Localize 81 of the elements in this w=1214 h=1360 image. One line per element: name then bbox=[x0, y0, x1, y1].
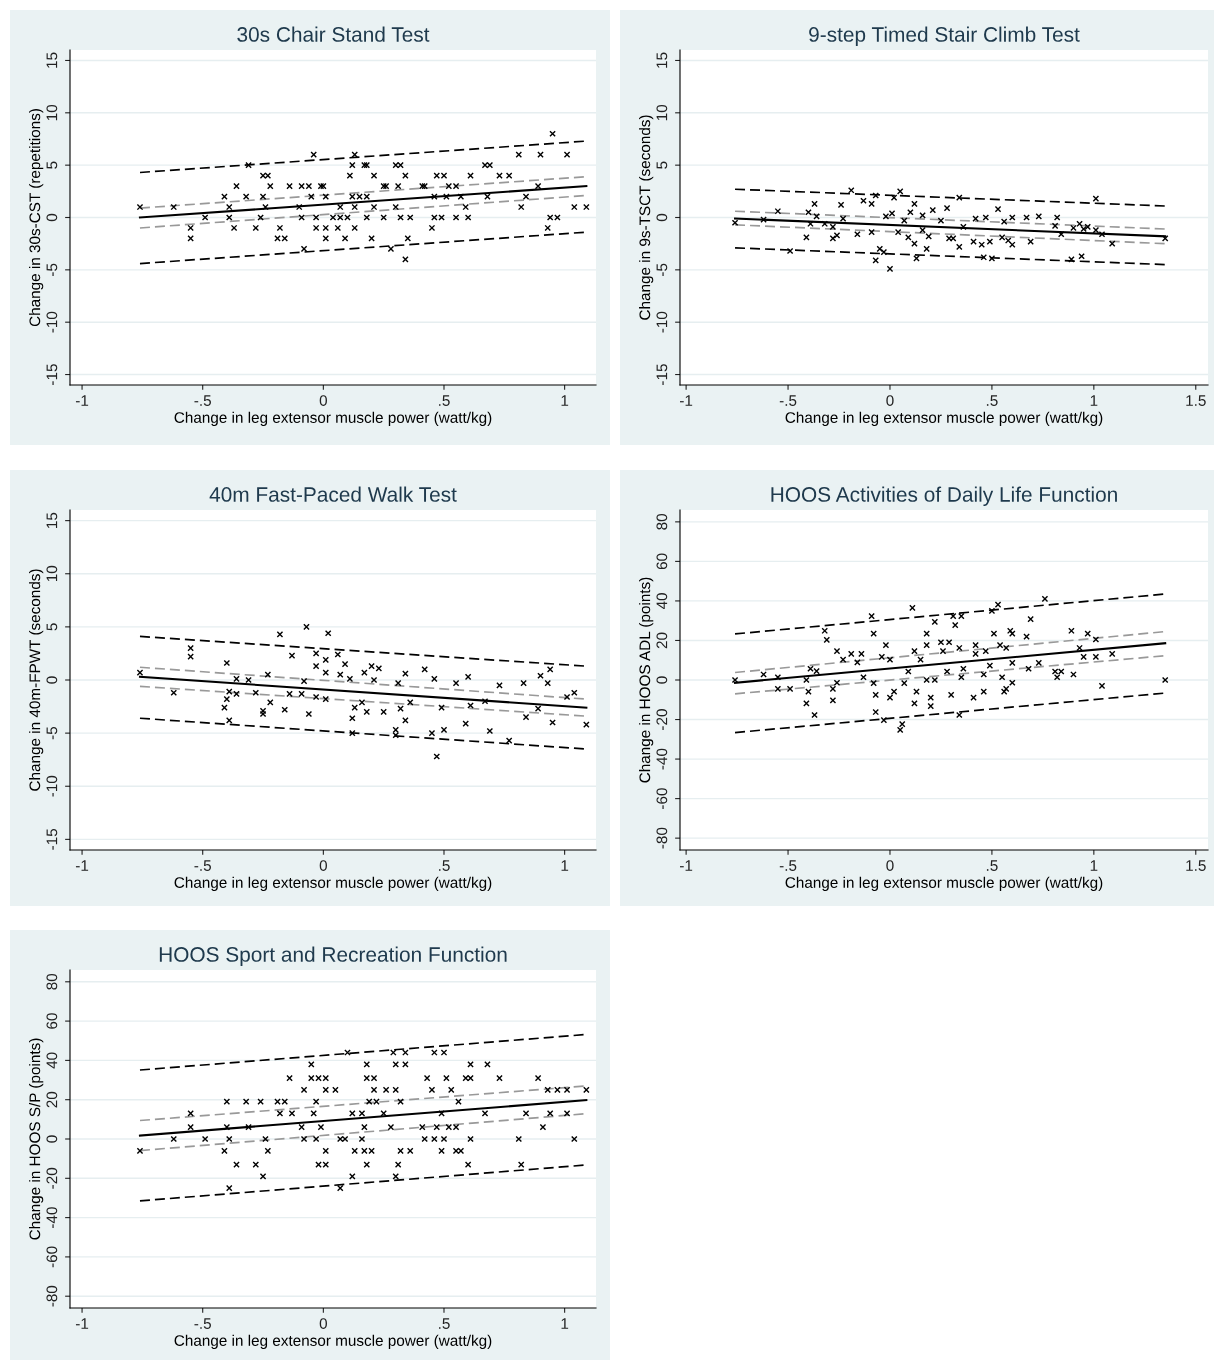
y-tick-label: 0 bbox=[46, 213, 58, 222]
x-tick-label: .5 bbox=[986, 395, 998, 406]
x-axis-title: Change in leg extensor muscle power (watt/kg) bbox=[174, 411, 492, 426]
y-tick-label: 5 bbox=[656, 161, 668, 169]
y-tick-label: -20 bbox=[656, 709, 668, 730]
y-tick-label: -80 bbox=[46, 1285, 58, 1307]
y-axis-title: Change in HOOS ADL (points) bbox=[639, 577, 654, 783]
y-tick-label: -60 bbox=[656, 788, 668, 809]
y-tick-label: -10 bbox=[46, 775, 58, 797]
y-tick-label: 80 bbox=[656, 513, 668, 530]
y-axis-title: Change in 9s-TSCT (seconds) bbox=[639, 115, 654, 320]
x-tick-label: 1 bbox=[561, 395, 569, 406]
x-tick-label: -.5 bbox=[779, 395, 797, 406]
y-tick-label: -5 bbox=[656, 263, 668, 276]
y-tick-label: 15 bbox=[46, 512, 58, 528]
y-tick-label: 10 bbox=[46, 104, 58, 121]
y-tick-label: 15 bbox=[656, 52, 668, 68]
y-tick-label: 80 bbox=[46, 973, 58, 990]
x-tick-label: .5 bbox=[986, 860, 998, 871]
x-tick-label: .5 bbox=[439, 860, 450, 871]
x-tick-label: 0 bbox=[319, 395, 327, 406]
y-tick-label: 5 bbox=[46, 161, 58, 169]
y-axis-title: Change in 40m-FPWT (seconds) bbox=[29, 569, 44, 791]
x-tick-label: -.5 bbox=[194, 860, 211, 871]
x-tick-label: .5 bbox=[439, 395, 450, 406]
y-tick-label: -80 bbox=[656, 827, 668, 849]
y-tick-label: -10 bbox=[656, 311, 668, 333]
x-tick-label: 1 bbox=[1090, 860, 1098, 871]
y-tick-label: -15 bbox=[46, 364, 58, 385]
x-tick-label: 1 bbox=[561, 860, 569, 871]
y-tick-label: -15 bbox=[46, 828, 58, 850]
y-tick-label: -20 bbox=[46, 1167, 58, 1189]
chart-title: 40m Fast-Paced Walk Test bbox=[209, 486, 457, 502]
y-tick-label: 10 bbox=[46, 565, 58, 582]
x-tick-label: -.5 bbox=[779, 860, 797, 871]
x-tick-label: 0 bbox=[886, 395, 894, 406]
x-tick-label: -1 bbox=[680, 860, 693, 871]
y-tick-label: -40 bbox=[656, 748, 668, 770]
x-tick-label: -1 bbox=[75, 395, 89, 406]
y-axis-title: Change in 30s-CST (repetitions) bbox=[29, 109, 44, 327]
y-tick-label: 0 bbox=[656, 213, 668, 222]
chart-title: 9-step Timed Stair Climb Test bbox=[809, 26, 1080, 46]
x-tick-label: -1 bbox=[680, 395, 693, 406]
x-tick-label: -1 bbox=[75, 860, 89, 871]
x-tick-label: 1 bbox=[1090, 395, 1098, 406]
y-tick-label: 60 bbox=[46, 1013, 58, 1029]
y-axis-title: Change in HOOS S/P (points) bbox=[29, 1038, 44, 1240]
y-tick-label: 0 bbox=[656, 676, 668, 684]
y-tick-label: -15 bbox=[656, 364, 668, 385]
y-tick-label: -60 bbox=[46, 1246, 58, 1268]
x-axis-title: Change in leg extensor muscle power (watt/kg) bbox=[174, 876, 492, 891]
x-axis-title: Change in leg extensor muscle power (watt/kg) bbox=[785, 876, 1103, 891]
chart-title: 30s Chair Stand Test bbox=[237, 26, 430, 42]
x-tick-label: 1.5 bbox=[1186, 395, 1206, 406]
chart-title: HOOS Activities of Daily Life Function bbox=[771, 486, 1117, 506]
x-tick-label: 0 bbox=[886, 860, 894, 871]
y-tick-label: 20 bbox=[46, 1091, 58, 1108]
y-tick-label: -10 bbox=[46, 311, 58, 333]
y-tick-label: 40 bbox=[656, 593, 668, 610]
x-tick-label: 0 bbox=[319, 1318, 327, 1329]
y-tick-label: 0 bbox=[46, 676, 58, 684]
y-tick-label: -5 bbox=[46, 263, 58, 276]
x-axis-title: Change in leg extensor muscle power (watt/kg) bbox=[785, 411, 1103, 426]
x-tick-label: 1 bbox=[561, 1318, 569, 1329]
y-tick-label: 0 bbox=[46, 1135, 58, 1143]
y-tick-label: -5 bbox=[46, 726, 58, 740]
x-tick-label: 1.5 bbox=[1186, 860, 1206, 871]
y-tick-label: -40 bbox=[46, 1207, 58, 1228]
x-tick-label: -1 bbox=[75, 1318, 89, 1329]
y-tick-label: 20 bbox=[656, 632, 668, 649]
y-tick-label: 15 bbox=[46, 52, 58, 68]
chart-title: HOOS Sport and Recreation Function bbox=[159, 946, 507, 966]
x-tick-label: 0 bbox=[319, 860, 327, 871]
x-tick-label: -.5 bbox=[194, 395, 211, 406]
y-tick-label: 60 bbox=[656, 553, 668, 570]
y-tick-label: 10 bbox=[656, 104, 668, 121]
y-tick-label: 5 bbox=[46, 623, 58, 631]
x-tick-label: -.5 bbox=[194, 1318, 211, 1329]
y-tick-label: 40 bbox=[46, 1052, 58, 1069]
x-axis-title: Change in leg extensor muscle power (watt/kg) bbox=[174, 1334, 492, 1349]
x-tick-label: .5 bbox=[439, 1318, 450, 1329]
